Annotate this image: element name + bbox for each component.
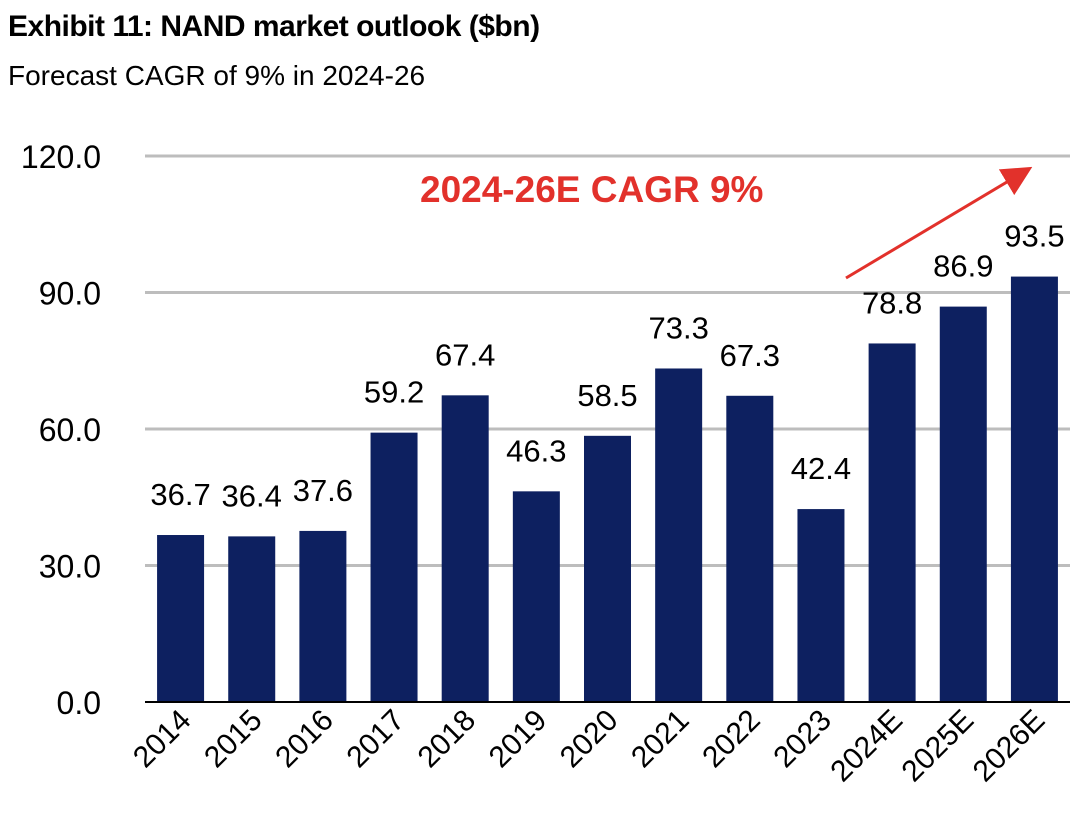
y-tick-label: 90.0 xyxy=(39,276,101,312)
data-label: 78.8 xyxy=(862,285,922,320)
bar xyxy=(939,306,987,702)
bar xyxy=(584,435,631,702)
data-label: 59.2 xyxy=(364,375,424,410)
data-label: 67.3 xyxy=(720,338,780,373)
chart-subtitle: Forecast CAGR of 9% in 2024-26 xyxy=(8,60,426,91)
bar xyxy=(868,343,916,702)
bar xyxy=(228,536,276,702)
data-labels: 36.7 36.4 37.6 59.2 67.4 46.3 58.5 73.3 67.3 42.4… xyxy=(150,219,1064,514)
data-label: 86.9 xyxy=(933,249,993,284)
bar xyxy=(370,432,418,702)
x-tick-label: 2019 xyxy=(483,704,554,775)
bar xyxy=(797,509,845,702)
data-label: 36.7 xyxy=(150,477,210,512)
bar xyxy=(655,368,703,702)
bar xyxy=(726,395,774,702)
data-label: 46.3 xyxy=(506,433,566,468)
x-tick-label: 2018 xyxy=(412,704,483,775)
bar xyxy=(512,491,560,702)
x-tick-label: 2021 xyxy=(625,704,696,775)
bar xyxy=(157,535,205,702)
x-tick-label: 2024E xyxy=(824,704,909,789)
data-label: 58.5 xyxy=(577,378,637,413)
x-tick-label: 2016 xyxy=(269,704,340,775)
data-label: 36.4 xyxy=(222,478,282,513)
x-tick-label: 2014 xyxy=(127,704,198,775)
bar xyxy=(441,395,489,702)
y-tick-label: 60.0 xyxy=(39,412,101,448)
data-label: 37.6 xyxy=(293,473,353,508)
cagr-annotation: 2024-26E CAGR 9% xyxy=(420,169,763,210)
x-tick-label: 2020 xyxy=(554,704,625,775)
y-tick-label: 0.0 xyxy=(57,685,101,721)
y-tick-label: 120.0 xyxy=(21,139,101,175)
x-tick-label: 2015 xyxy=(198,704,269,775)
x-tick-label: 2017 xyxy=(340,704,411,775)
x-axis-labels: 2014 2015 2016 2017 2018 2019 2020 2021 2022 2023… xyxy=(127,704,1051,789)
bar xyxy=(1010,276,1058,702)
data-label: 73.3 xyxy=(648,310,708,345)
data-label: 67.4 xyxy=(435,337,495,372)
y-tick-label: 30.0 xyxy=(39,549,101,585)
bars xyxy=(157,276,1058,702)
bar xyxy=(299,530,347,702)
x-tick-label: 2022 xyxy=(696,704,767,775)
data-label: 42.4 xyxy=(791,451,851,486)
x-tick-label: 2025E xyxy=(896,704,981,789)
x-tick-label: 2026E xyxy=(967,704,1052,789)
chart-title: Exhibit 11: NAND market outlook ($bn) xyxy=(8,10,540,43)
y-axis-ticks: 0.0 30.0 60.0 90.0 120.0 xyxy=(21,139,101,721)
data-label: 93.5 xyxy=(1004,219,1064,254)
cagr-arrow xyxy=(845,166,1033,280)
